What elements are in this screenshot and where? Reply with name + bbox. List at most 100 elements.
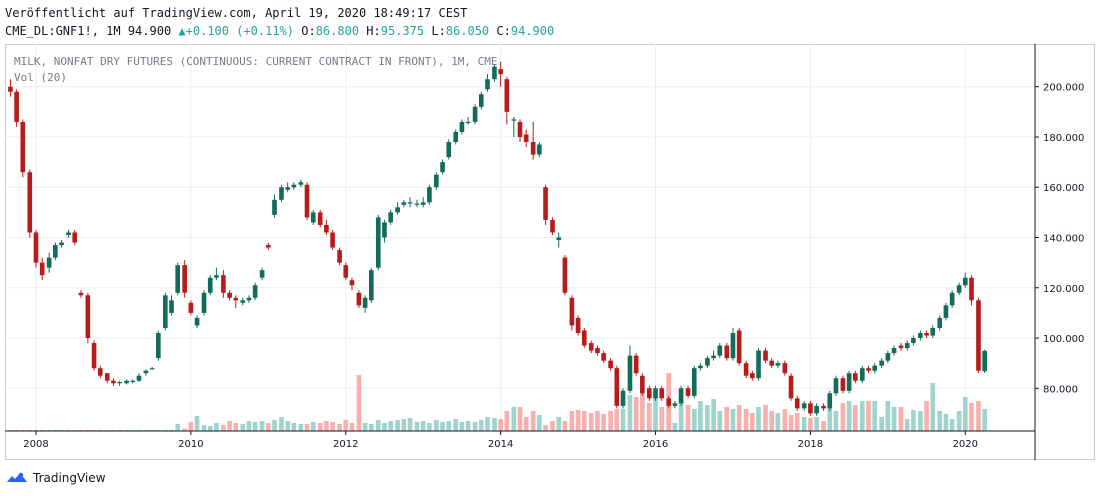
candle-body[interactable] (698, 365, 703, 369)
candle-body[interactable] (111, 380, 116, 384)
candle-body[interactable] (175, 265, 181, 293)
candle-body[interactable] (562, 257, 568, 293)
candle-body[interactable] (581, 330, 587, 346)
candle-body[interactable] (691, 368, 697, 396)
candle-body[interactable] (227, 292, 232, 298)
candle-body[interactable] (324, 224, 329, 233)
candle-body[interactable] (427, 187, 432, 203)
candle-body[interactable] (717, 345, 723, 356)
candle-body[interactable] (401, 202, 407, 205)
candle-body[interactable] (8, 86, 13, 92)
candle-body[interactable] (724, 345, 730, 359)
candle-body[interactable] (569, 297, 575, 326)
price-chart[interactable]: 80.000 100.000 120.000 140.000 160.000 180.00… (5, 44, 1095, 460)
candle-body[interactable] (511, 119, 517, 121)
candle-body[interactable] (304, 184, 310, 218)
candle-body[interactable] (233, 297, 239, 301)
candle-body[interactable] (685, 388, 691, 396)
candle-body[interactable] (982, 350, 987, 372)
candle-body[interactable] (478, 94, 484, 107)
candle-body[interactable] (498, 69, 503, 75)
candle-body[interactable] (368, 270, 374, 301)
candle-body[interactable] (420, 202, 426, 205)
candle-body[interactable] (407, 202, 413, 204)
candle-body[interactable] (169, 300, 174, 313)
candle-body[interactable] (337, 250, 342, 263)
candle-body[interactable] (291, 184, 297, 188)
candle-body[interactable] (814, 405, 819, 414)
candle-body[interactable] (523, 134, 529, 143)
candle-body[interactable] (575, 317, 581, 333)
candle-body[interactable] (143, 370, 149, 374)
candle-body[interactable] (550, 219, 555, 233)
candle-body[interactable] (833, 378, 839, 394)
candle-body[interactable] (46, 257, 52, 268)
candle-body[interactable] (711, 355, 716, 359)
candle-body[interactable] (207, 277, 213, 293)
candle-body[interactable] (859, 368, 865, 381)
candle-body[interactable] (647, 388, 652, 399)
candle-body[interactable] (620, 390, 626, 406)
candle-body[interactable] (730, 332, 736, 359)
candle-body[interactable] (356, 292, 362, 306)
candle-body[interactable] (853, 373, 858, 381)
candle-body[interactable] (678, 388, 684, 404)
candle-body[interactable] (653, 388, 658, 399)
candle-body[interactable] (104, 373, 110, 381)
candle-body[interactable] (285, 187, 290, 190)
candle-body[interactable] (265, 245, 271, 248)
candle-body[interactable] (485, 79, 490, 90)
candle-body[interactable] (279, 187, 284, 200)
candle-body[interactable] (343, 265, 349, 278)
candle-body[interactable] (130, 380, 136, 382)
candle-body[interactable] (769, 360, 775, 366)
candle-body[interactable] (317, 212, 323, 225)
candle-body[interactable] (743, 363, 749, 376)
candle-body[interactable] (608, 360, 613, 369)
candle-body[interactable] (756, 350, 761, 379)
candle-body[interactable] (27, 172, 33, 233)
candle-body[interactable] (846, 373, 852, 391)
candle-body[interactable] (182, 265, 187, 293)
candle-body[interactable] (149, 368, 155, 370)
candle-body[interactable] (879, 360, 884, 366)
candle-body[interactable] (827, 393, 833, 409)
candle-body[interactable] (214, 275, 219, 278)
candle-body[interactable] (72, 232, 78, 243)
candle-body[interactable] (595, 348, 600, 354)
candle-body[interactable] (388, 212, 393, 223)
candle-body[interactable] (911, 338, 916, 344)
candle-body[interactable] (91, 343, 97, 369)
candle-body[interactable] (78, 292, 84, 296)
candle-body[interactable] (736, 330, 742, 364)
candle-body[interactable] (640, 375, 645, 394)
candle-body[interactable] (588, 343, 594, 351)
candle-body[interactable] (395, 207, 400, 213)
candle-body[interactable] (465, 121, 471, 124)
candle-body[interactable] (763, 350, 768, 361)
candle-body[interactable] (775, 363, 781, 366)
candle-body[interactable] (349, 280, 355, 286)
candle-body[interactable] (124, 380, 129, 384)
candle-body[interactable] (794, 398, 800, 409)
candle-body[interactable] (201, 292, 207, 313)
candle-body[interactable] (924, 332, 929, 336)
candle-body[interactable] (375, 217, 381, 268)
candle-body[interactable] (782, 363, 788, 374)
candle-body[interactable] (614, 368, 620, 406)
candle-body[interactable] (659, 388, 665, 399)
candle-body[interactable] (188, 302, 194, 313)
candle-body[interactable] (949, 292, 955, 306)
tradingview-brand[interactable]: TradingView (33, 471, 106, 485)
candle-body[interactable] (956, 285, 962, 293)
candle-body[interactable] (459, 121, 465, 132)
candle-body[interactable] (246, 297, 252, 301)
candle-body[interactable] (414, 203, 420, 205)
candle-body[interactable] (136, 375, 142, 381)
candle-body[interactable] (453, 131, 459, 143)
candle-body[interactable] (298, 182, 304, 185)
candle-body[interactable] (750, 373, 755, 379)
candle-body[interactable] (14, 91, 19, 122)
candle-body[interactable] (918, 332, 923, 339)
candle-body[interactable] (492, 66, 497, 80)
